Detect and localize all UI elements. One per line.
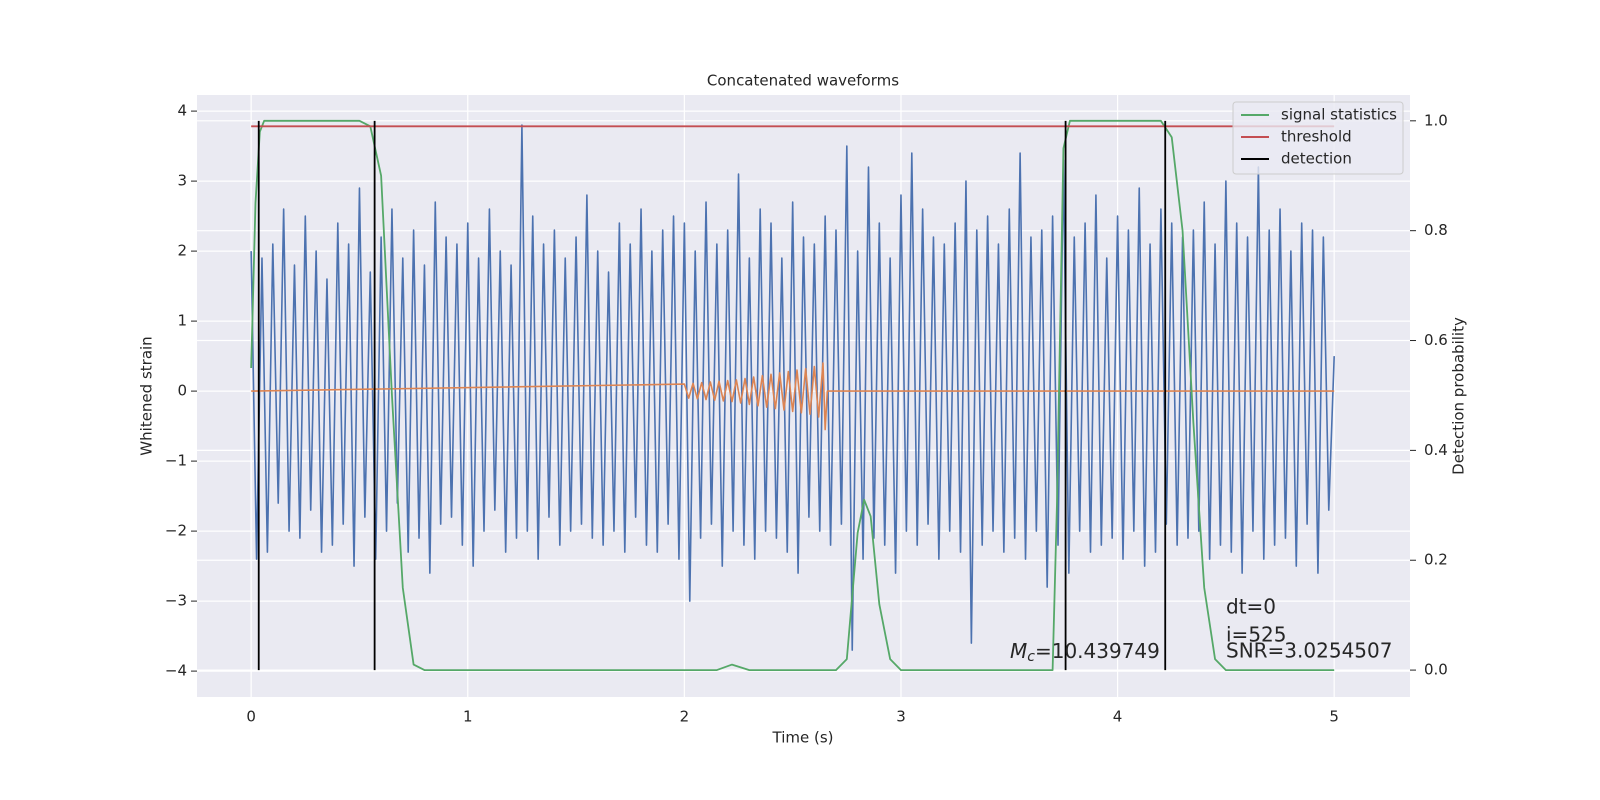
y-tick-label: −2 bbox=[165, 522, 187, 540]
y-tick-label: 1 bbox=[177, 312, 187, 330]
series-line bbox=[257, 120, 1167, 671]
y-tick-label: −4 bbox=[165, 662, 187, 680]
series-line bbox=[251, 362, 1335, 431]
x-axis-label: Time (s) bbox=[772, 729, 834, 747]
y2-tick-label: 0.8 bbox=[1424, 221, 1448, 239]
y-tick-label: 0 bbox=[177, 382, 187, 400]
legend-label: detection bbox=[1281, 150, 1352, 168]
annotation: dt=0 bbox=[1226, 595, 1276, 619]
legend-label: threshold bbox=[1281, 128, 1352, 146]
x-tick-label: 0 bbox=[246, 708, 256, 726]
y-tick-label: −3 bbox=[165, 592, 187, 610]
x-tick-label: 2 bbox=[680, 708, 690, 726]
y-tick-label: 3 bbox=[177, 172, 187, 190]
x-tick-label: 4 bbox=[1113, 708, 1123, 726]
annotation-symbol: M bbox=[1010, 639, 1027, 663]
annotation: SNR=3.0254507 bbox=[1226, 639, 1392, 663]
annotation: Mc=10.439749 bbox=[1010, 639, 1160, 666]
annotation: i=525 bbox=[1226, 623, 1287, 647]
y2-tick-label: 0.6 bbox=[1424, 331, 1448, 349]
legend-box bbox=[1232, 101, 1404, 175]
y-tick-label: 2 bbox=[177, 242, 187, 260]
y-axis-label: Whitened strain bbox=[138, 336, 156, 455]
series-line bbox=[250, 124, 1335, 651]
annotation-subscript: c bbox=[1027, 649, 1035, 665]
y2-tick-label: 1.0 bbox=[1424, 111, 1448, 129]
x-tick-label: 1 bbox=[463, 708, 473, 726]
y2-tick-label: 0.0 bbox=[1424, 661, 1448, 679]
legend-label: signal statistics bbox=[1281, 106, 1397, 124]
y-tick-label: −1 bbox=[165, 452, 187, 470]
y2-axis-label: Detection probability bbox=[1450, 317, 1468, 475]
annotation-text: =10.439749 bbox=[1035, 639, 1160, 663]
x-tick-label: 3 bbox=[896, 708, 906, 726]
y2-tick-label: 0.2 bbox=[1424, 551, 1448, 569]
chart-title: Concatenated waveforms bbox=[707, 72, 899, 90]
y-tick-label: 4 bbox=[177, 102, 187, 120]
y2-tick-label: 0.4 bbox=[1424, 441, 1448, 459]
x-tick-label: 5 bbox=[1329, 708, 1339, 726]
